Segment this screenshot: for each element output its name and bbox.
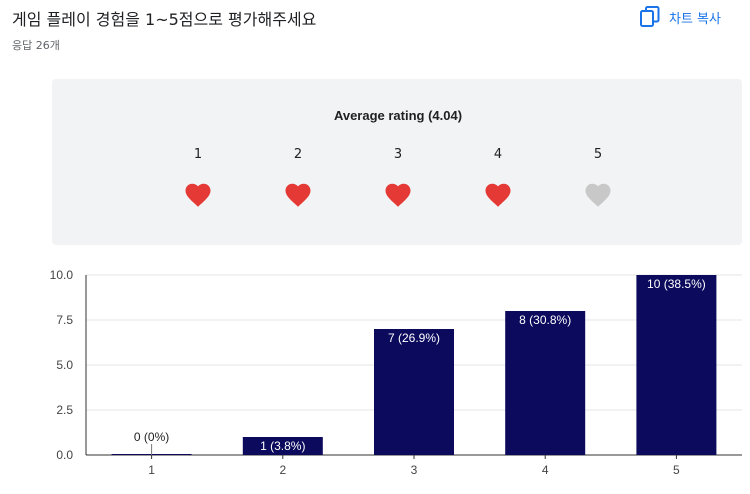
heart-icon (585, 183, 611, 207)
y-tick-label: 2.5 (56, 403, 73, 417)
rating-level-label: 4 (493, 147, 503, 162)
rating-level-label: 3 (393, 147, 403, 162)
rating-level-4: 4 (478, 147, 518, 210)
heart-icon (485, 183, 511, 207)
question-title: 게임 플레이 경험을 1~5점으로 평가해주세요 (12, 10, 317, 29)
bar-data-label: 0 (0%) (134, 430, 169, 444)
rating-level-3: 3 (378, 147, 418, 210)
heart-icon (285, 183, 311, 207)
rating-level-label: 2 (293, 147, 303, 162)
copy-icon (640, 6, 660, 28)
bar-data-label: 1 (3.8%) (260, 439, 305, 453)
bar-chart: 0.0 2.5 5.0 7.5 10.0 0 (0%) 1 1 (3.8%) 2 7 (26.9%… (50, 268, 742, 477)
y-tick-label: 5.0 (56, 358, 73, 372)
heart-icon (385, 183, 411, 207)
heart-icon (185, 183, 211, 207)
bar-data-label: 8 (30.8%) (519, 313, 571, 327)
rating-level-2: 2 (278, 147, 318, 210)
rating-level-1: 1 (178, 147, 218, 210)
bar (636, 275, 717, 455)
response-count: 응답 26개 (12, 39, 60, 52)
bar-data-label: 10 (38.5%) (647, 277, 706, 291)
y-tick-label: 0.0 (56, 448, 73, 462)
copy-chart-label: 차트 복사 (669, 11, 721, 27)
x-tick-label: 3 (411, 463, 418, 477)
average-rating-title: Average rating (4.04) (333, 108, 463, 123)
bar-data-label: 7 (26.9%) (388, 331, 440, 345)
rating-summary-card: Average rating (4.04) 1 2 3 4 5 (52, 79, 742, 245)
copy-chart-button[interactable]: 차트 복사 (640, 4, 721, 30)
x-tick-label: 1 (148, 463, 155, 477)
rating-level-5: 5 (578, 147, 618, 210)
rating-level-label: 5 (593, 147, 603, 162)
y-tick-label: 10.0 (50, 268, 74, 282)
x-tick-label: 2 (279, 463, 286, 477)
rating-level-label: 1 (193, 147, 203, 162)
x-tick-label: 4 (542, 463, 549, 477)
x-tick-label: 5 (673, 463, 680, 477)
bar (505, 311, 586, 455)
y-tick-label: 7.5 (56, 313, 73, 327)
bar (374, 329, 454, 455)
bar (242, 437, 323, 455)
